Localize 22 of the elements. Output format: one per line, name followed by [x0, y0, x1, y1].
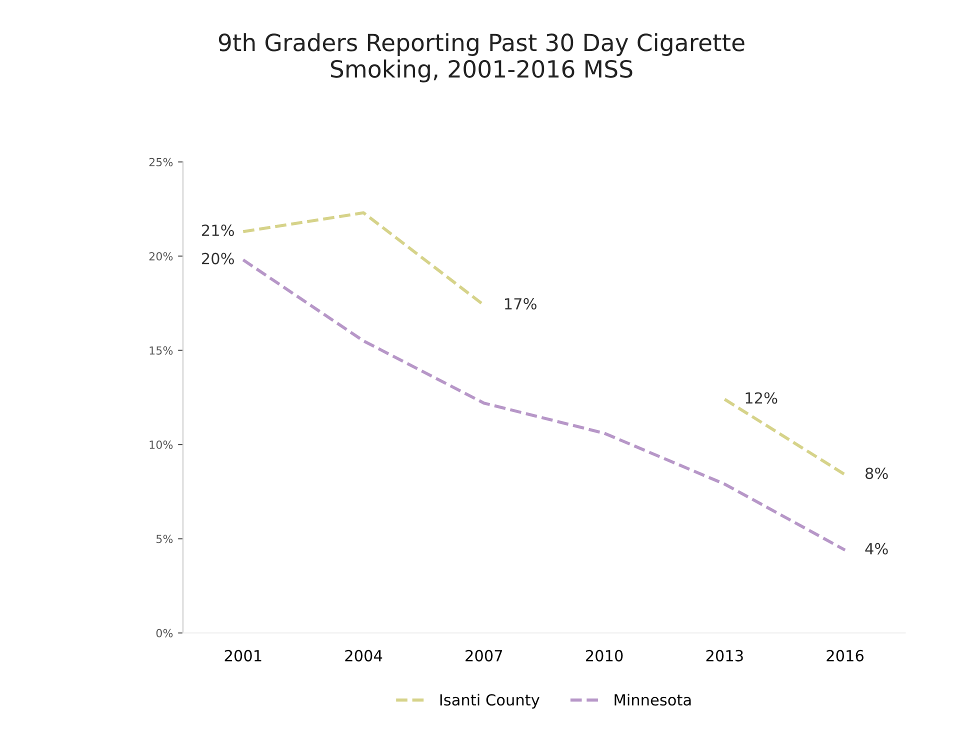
- x-tick-label: 2007: [466, 650, 502, 662]
- data-label: 12%: [746, 392, 778, 404]
- line-series: [242, 258, 847, 552]
- y-tick-label: 10%: [150, 440, 173, 449]
- legend-label: Isanti County: [440, 694, 540, 709]
- chart-title: 9th Graders Reporting Past 30 Day Cigarette Smoking, 2001-2016 MSS: [218, 33, 744, 82]
- x-tick-label: 2013: [706, 650, 743, 662]
- data-label: 8%: [866, 468, 888, 480]
- y-tick-label: 5%: [156, 534, 173, 544]
- y-tick-label: 0%: [156, 628, 173, 638]
- data-label: 4%: [865, 542, 888, 554]
- x-tick-label: 2004: [345, 650, 382, 662]
- y-tick-label: 25%: [149, 158, 173, 166]
- y-tick-label: 15%: [150, 346, 173, 355]
- legend-label: Minnesota: [614, 694, 691, 706]
- data-label: 17%: [505, 298, 536, 310]
- y-tick-label: 20%: [149, 252, 173, 261]
- data-label: 20%: [202, 252, 234, 264]
- data-label: 21%: [202, 224, 234, 236]
- x-tick-label: 2010: [586, 650, 623, 662]
- x-tick-label: 2016: [826, 650, 864, 662]
- x-tick-label: 2001: [224, 650, 262, 662]
